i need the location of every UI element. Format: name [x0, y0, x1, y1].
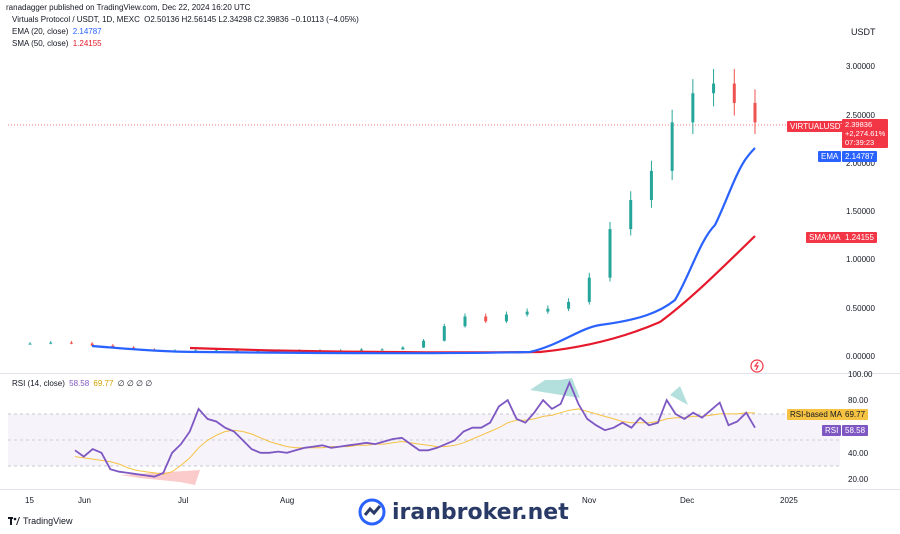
- time-tick: 15: [25, 496, 34, 505]
- ema-legend-label: EMA (20, close): [12, 27, 69, 36]
- candles-group: [28, 68, 757, 352]
- price-timer: 07:39:23: [845, 138, 875, 147]
- time-axis-divider: [0, 489, 900, 490]
- watermark-text: iranbroker.net: [392, 499, 569, 525]
- candle-body: [442, 326, 446, 341]
- sma-legend-label: SMA (50, close): [12, 39, 69, 48]
- candle-body: [28, 343, 32, 345]
- candle-body: [484, 316, 488, 322]
- sma-line: [189, 235, 756, 354]
- ema-name-label: EMA: [818, 151, 842, 162]
- candle-body: [670, 122, 674, 171]
- candle-body: [90, 343, 94, 346]
- candle-body: [422, 340, 426, 348]
- candle-body: [546, 308, 550, 312]
- rsi-ma-line: [74, 408, 756, 475]
- watermark: iranbroker.net: [358, 498, 569, 526]
- candle-body: [712, 83, 716, 94]
- ohlc-values: O2.50136 H2.56145 L2.34298 C2.39836 −0.1…: [144, 15, 359, 24]
- rsi-tick: 40.00: [848, 449, 869, 458]
- candle-body: [235, 350, 239, 352]
- price-name-label: VIRTUALUSDT: [787, 121, 849, 132]
- candle-body: [69, 342, 73, 344]
- price-tick: 3.00000: [846, 62, 875, 71]
- candle-body: [49, 342, 53, 344]
- rsi-legend-extra: ∅ ∅ ∅ ∅: [117, 379, 153, 388]
- candle-body: [359, 349, 363, 351]
- time-tick: Nov: [582, 496, 597, 505]
- rsi-tick: 80.00: [848, 396, 869, 405]
- rsi-name-label: RSI: [822, 425, 842, 436]
- time-tick: Jun: [78, 496, 91, 505]
- candle-body: [608, 229, 612, 278]
- price-tick: 0.50000: [846, 304, 875, 313]
- candle-body: [504, 314, 508, 322]
- rsi-tick: 20.00: [848, 475, 869, 484]
- ema-value-label: 2.14787: [842, 151, 877, 162]
- time-tick: Dec: [680, 496, 695, 505]
- currency-label: USDT: [851, 27, 876, 37]
- ema-legend: EMA (20, close) 2.14787: [12, 27, 102, 36]
- candle-body: [463, 316, 467, 327]
- tradingview-logo[interactable]: TradingView: [8, 516, 73, 526]
- rsi-legend-value: 58.58: [69, 379, 90, 388]
- rsi-overbought-fill-2: [670, 386, 688, 405]
- price-value-label: 2.39836 +2,274.61% 07:39:23: [842, 119, 889, 148]
- pane-divider[interactable]: [0, 373, 900, 374]
- tradingview-logo-icon: [8, 517, 20, 525]
- sma-legend-value: 1.24155: [72, 39, 102, 48]
- symbol-name: Virtuals Protocol / USDT, 1D, MEXC: [12, 15, 140, 24]
- ema-legend-value: 2.14787: [72, 27, 102, 36]
- candle-body: [401, 347, 405, 350]
- candle-body: [691, 93, 695, 123]
- candle-body: [525, 311, 529, 315]
- rsi-overbought-fill-1: [530, 378, 580, 398]
- ema-line: [91, 147, 756, 355]
- candle-body: [380, 349, 384, 351]
- rsi-tick: 100.00: [848, 370, 873, 379]
- rsi-oversold-fill: [120, 470, 200, 485]
- rsi-legend: RSI (14, close) 58.58 69.77 ∅ ∅ ∅ ∅: [12, 379, 152, 388]
- candle-body: [567, 301, 571, 309]
- rsi-ma-value-label: 69.77: [842, 409, 869, 420]
- rsi-ma-name-label: RSI-based MA: [787, 409, 846, 420]
- candle-body: [214, 350, 218, 352]
- candle-body: [629, 200, 633, 230]
- rsi-ma-legend-value: 69.77: [93, 379, 114, 388]
- publisher-header: ranadagger published on TradingView.com,…: [6, 3, 251, 12]
- price-pct: +2,274.61%: [845, 129, 886, 138]
- rsi-line: [74, 380, 756, 478]
- candle-body: [649, 170, 653, 200]
- time-tick: Aug: [280, 496, 295, 505]
- symbol-legend: Virtuals Protocol / USDT, 1D, MEXC O2.50…: [12, 15, 359, 24]
- time-tick: 2025: [780, 496, 798, 505]
- rsi-legend-label: RSI (14, close): [12, 379, 65, 388]
- time-tick: Jul: [178, 496, 189, 505]
- candle-body: [587, 277, 591, 302]
- price-tick: 0.00000: [846, 352, 875, 361]
- lightning-icon[interactable]: [750, 359, 764, 373]
- candle-body: [753, 102, 757, 123]
- sma-name-label: SMA:MA: [806, 232, 844, 243]
- price-value: 2.39836: [845, 120, 873, 129]
- sma-value-label: 1.24155: [842, 232, 877, 243]
- rsi-value-label: 58.58: [842, 425, 869, 436]
- tradingview-brand: TradingView: [23, 516, 73, 526]
- candle-body: [111, 345, 115, 348]
- candle-body: [732, 83, 736, 103]
- price-tick: 1.00000: [846, 255, 875, 264]
- sma-legend: SMA (50, close) 1.24155: [12, 39, 102, 48]
- price-tick: 2.00000: [846, 159, 875, 168]
- watermark-logo-icon: [358, 498, 386, 526]
- price-tick: 2.50000: [846, 111, 875, 120]
- price-tick: 1.50000: [846, 207, 875, 216]
